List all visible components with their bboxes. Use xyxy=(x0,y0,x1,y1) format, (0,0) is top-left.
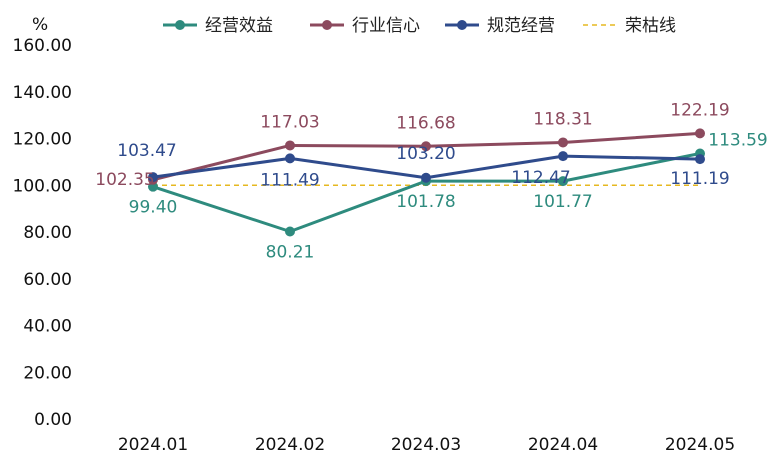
legend-label: 荣枯线 xyxy=(625,16,676,36)
data-point xyxy=(285,153,295,164)
y-tick-label: 100.00 xyxy=(13,176,72,196)
legend-label: 规范经营 xyxy=(487,16,555,36)
y-tick-label: 60.00 xyxy=(23,270,72,290)
data-label: 99.40 xyxy=(129,198,178,218)
data-point xyxy=(148,181,158,192)
y-tick-label: 80.00 xyxy=(23,223,72,243)
data-point xyxy=(285,140,295,151)
data-label: 112.47 xyxy=(511,168,570,188)
legend: 经营效益 行业信心 规范经营 荣枯线 xyxy=(163,16,676,36)
data-point xyxy=(148,172,158,183)
data-label: 111.19 xyxy=(670,169,729,189)
legend-marker xyxy=(457,20,467,30)
legend-label: 经营效益 xyxy=(205,16,273,36)
x-tick-label: 2024.04 xyxy=(528,435,598,455)
data-label: 80.21 xyxy=(266,243,315,263)
x-tick-label: 2024.01 xyxy=(118,435,188,455)
y-tick-label: 0.00 xyxy=(34,410,72,430)
y-tick-label: 20.00 xyxy=(23,363,72,383)
data-label: 111.49 xyxy=(260,170,319,190)
legend-marker xyxy=(175,20,185,30)
data-point xyxy=(558,137,568,148)
legend-label: 行业信心 xyxy=(352,16,420,36)
data-label: 101.77 xyxy=(533,192,592,212)
x-tick-label: 2024.05 xyxy=(665,435,735,455)
data-label: 103.47 xyxy=(117,141,176,161)
data-point xyxy=(695,154,705,165)
y-tick-label: 140.00 xyxy=(13,83,72,103)
x-tick-label: 2024.03 xyxy=(391,435,461,455)
data-label: 102.35 xyxy=(95,170,154,190)
y-tick-label: 120.00 xyxy=(13,130,72,150)
data-label: 122.19 xyxy=(670,100,729,120)
x-tick-label: 2024.02 xyxy=(255,435,325,455)
data-label: 113.59 xyxy=(708,130,767,150)
data-point xyxy=(558,176,568,187)
y-tick-label: 160.00 xyxy=(13,36,72,56)
y-unit-label: % xyxy=(32,15,48,35)
data-label: 118.31 xyxy=(533,109,592,129)
data-point xyxy=(421,141,431,152)
data-label: 116.68 xyxy=(396,113,455,133)
data-label: 103.20 xyxy=(396,144,455,164)
data-labels: 99.40 80.21 101.78 101.77 113.59 102.35 117.03… xyxy=(95,100,767,262)
y-tick-label: 40.00 xyxy=(23,317,72,337)
data-point xyxy=(695,128,705,139)
legend-marker xyxy=(322,20,332,30)
x-axis: 2024.01 2024.02 2024.03 2024.04 2024.05 xyxy=(118,435,735,455)
data-label: 117.03 xyxy=(260,112,319,132)
series-layer xyxy=(148,128,705,237)
data-label: 101.78 xyxy=(396,192,455,212)
data-point xyxy=(558,151,568,162)
data-point xyxy=(285,226,295,237)
y-axis: 0.00 20.00 40.00 60.00 80.00 100.00 120.00 140.… xyxy=(13,36,72,430)
data-point xyxy=(421,172,431,183)
